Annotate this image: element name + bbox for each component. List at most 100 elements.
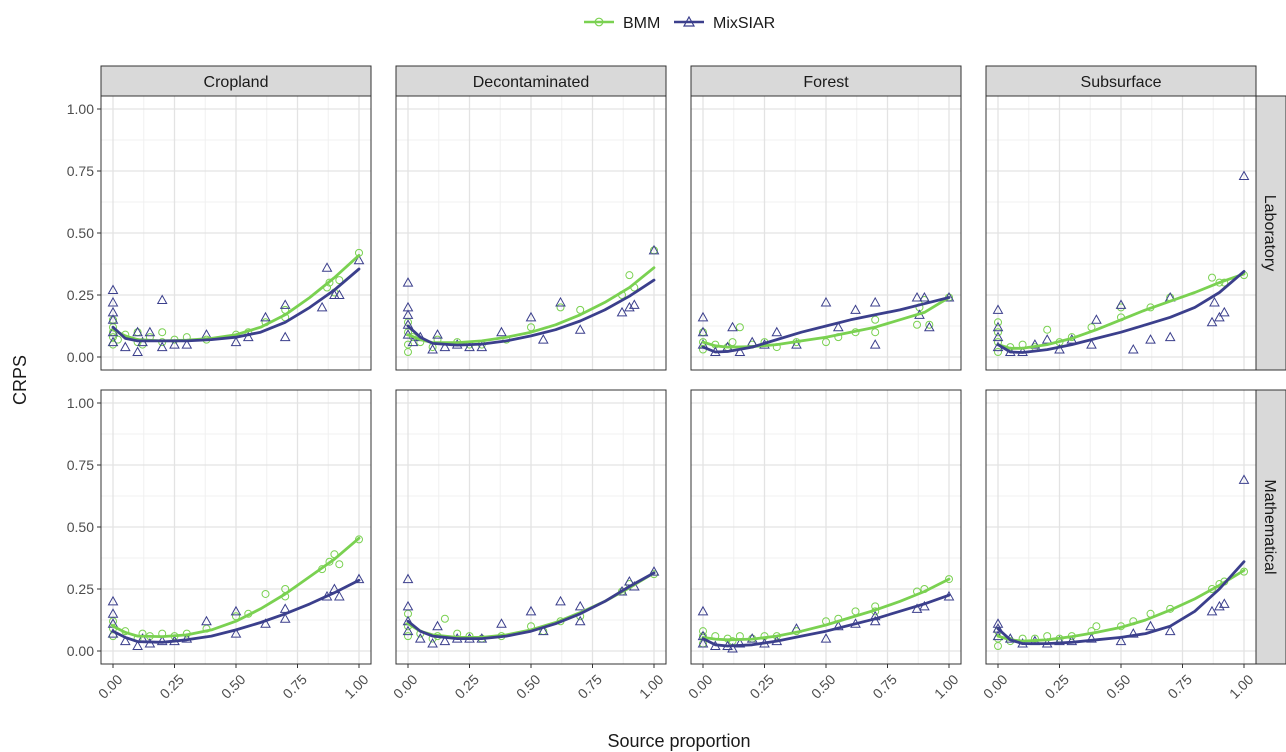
data-point [911,603,923,613]
y-tick-label: 0.25 [67,581,94,597]
data-point [107,284,119,295]
data-point [734,346,746,357]
data-point [1041,334,1053,344]
strip-label-cropland: Cropland [204,74,269,91]
data-point [832,321,844,332]
panel-border [985,95,1257,371]
data-point [771,326,783,337]
legend: BMM MixSIAR [584,15,775,32]
data-point [404,340,412,349]
data-point [107,314,119,324]
y-tick-label: 0.75 [67,163,94,179]
data-point [107,296,119,307]
data-point [555,595,566,606]
data-point [1086,633,1097,643]
data-point [132,346,143,357]
data-point [994,318,1002,327]
data-point [230,628,242,638]
data-point [923,321,935,332]
data-point [353,254,365,265]
data-point [496,618,507,628]
data-point [697,311,709,322]
data-point [919,291,930,302]
data-point [333,590,345,601]
strip-label-forest: Forest [803,74,849,91]
data-point [574,615,586,626]
data-point [1127,628,1139,638]
data-point [1238,474,1250,484]
x-tick-label: 0.75 [869,671,900,702]
data-point [1214,311,1225,322]
data-point [1218,306,1230,317]
data-point [109,333,117,342]
panel-laboratory-subsurface [985,95,1257,371]
trend-line-bmm [701,296,951,349]
data-point [439,341,451,352]
data-point [1127,344,1139,354]
data-point [820,633,832,643]
data-point [994,328,1002,337]
data-point [869,339,881,349]
data-point [156,341,168,352]
data-point [316,301,328,312]
data-point [333,289,345,299]
data-point [1145,620,1156,631]
strip-label-subsurface: Subsurface [1081,74,1162,91]
data-point [822,338,830,347]
data-point [727,643,738,653]
data-point [1086,339,1097,349]
panel-laboratory-cropland: 0.00 0.25 0.50 0.75 1.00 [67,95,372,371]
data-point [335,276,344,285]
panel-laboratory-decontaminated [395,95,667,371]
data-point [402,573,414,584]
data-point [201,615,212,626]
data-point [832,620,844,631]
data-point [402,625,414,636]
data-point [464,341,475,352]
data-point [279,331,291,342]
data-point [1206,605,1218,616]
trend-line-bmm [111,253,361,343]
data-point [697,326,709,337]
trend-line-mixsiar [701,593,951,648]
legend-mixsiar-label: MixSIAR [713,15,775,32]
data-point [242,331,254,342]
strip-label-decontaminated: Decontaminated [473,74,590,91]
data-point [1054,635,1065,646]
data-point [699,627,707,636]
data-point [476,341,488,352]
x-tick-label: 0.75 [574,671,605,702]
panel-mathematical-forest: 0.00 0.25 0.50 0.75 1.00 [685,389,962,702]
data-point [1091,314,1102,324]
data-point [727,321,738,332]
data-point [1238,170,1250,180]
data-point [440,614,449,623]
data-point [107,608,119,618]
data-point [432,329,443,339]
data-point [1092,622,1101,631]
data-point [992,304,1004,314]
panel-mathematical-decontaminated: 0.00 0.25 0.50 0.75 1.00 [390,389,667,702]
strip-label-mathematical: Mathematical [1261,479,1278,574]
data-point [911,291,923,302]
strip-label-laboratory: Laboratory [1261,195,1278,272]
x-tick-label: 0.50 [513,671,544,702]
data-point [628,299,640,309]
y-tick-label: 1.00 [67,101,94,117]
data-point [555,296,566,307]
trend-line-mixsiar [701,296,951,354]
facet-panels: Cropland Decontaminated Forest Subsurface La… [67,65,1286,702]
x-tick-label: 0.50 [218,671,249,702]
data-point [402,309,414,319]
data-point [1206,316,1218,327]
data-point [353,573,365,584]
x-tick-label: 1.00 [341,671,372,702]
trend-line-mixsiar [111,267,361,343]
series-mixsiar [107,254,365,357]
data-point [850,304,861,314]
strip-cropland [100,65,372,97]
x-tick-label: 0.50 [1103,671,1134,702]
data-point [869,296,881,307]
data-point [158,328,167,337]
